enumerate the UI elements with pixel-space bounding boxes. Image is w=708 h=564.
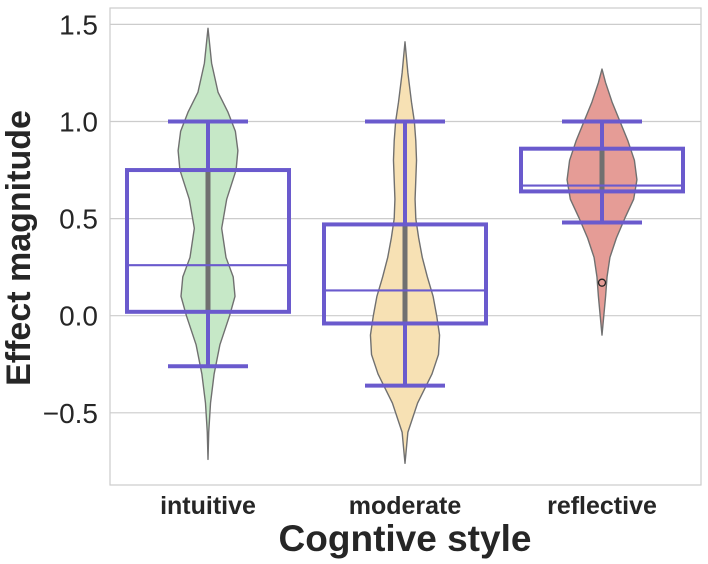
y-tick-label: 1.0 [59,107,98,138]
box-iqr [519,146,685,194]
boxes [125,119,685,388]
x-tick-label: moderate [349,492,462,520]
y-axis-title: Effect magnitude [0,110,38,386]
x-tick-label: intuitive [160,492,256,520]
violins [177,27,638,464]
y-tick-label: 0.5 [59,204,98,235]
outlier-point [597,278,607,287]
x-tick-labels: intuitive moderate reflective [160,492,657,520]
box-moderate [322,119,488,388]
box-iqr [125,168,291,314]
y-tick-label: −0.5 [43,398,98,429]
box-reflective [519,119,685,287]
box-intuitive [125,119,291,369]
box-iqr [322,222,488,326]
y-tick-labels: −0.5 0.0 0.5 1.0 1.5 [43,9,98,428]
x-tick-label: reflective [547,492,657,520]
y-tick-label: 1.5 [59,9,98,40]
x-axis-title: Cogntive style [279,518,532,559]
y-tick-label: 0.0 [59,301,98,332]
